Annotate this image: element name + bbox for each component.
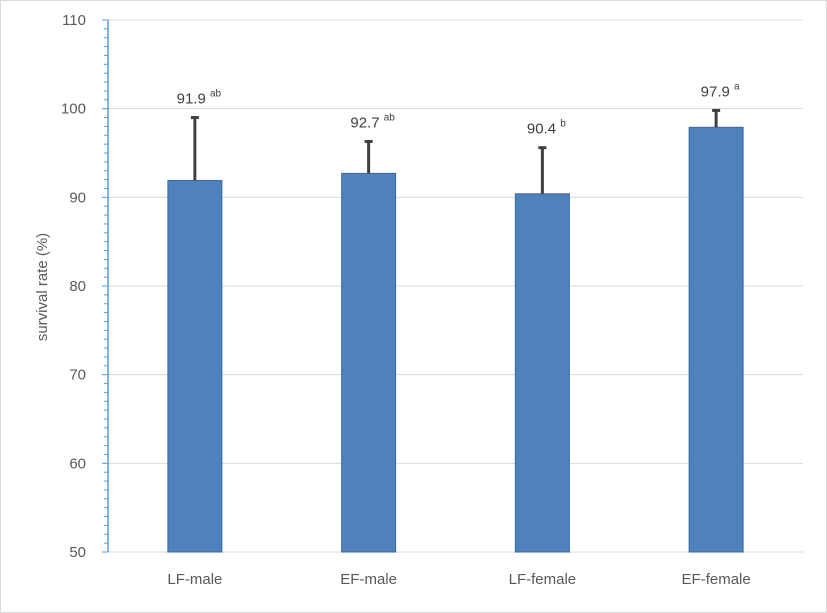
data-label: 91.9 ab bbox=[177, 89, 222, 108]
category-label: LF-female bbox=[509, 571, 577, 588]
bar-ef-female bbox=[688, 126, 744, 553]
y-axis bbox=[102, 19, 803, 553]
y-tick-label: 60 bbox=[69, 455, 86, 472]
y-tick-label: 50 bbox=[69, 544, 86, 561]
category-label: LF-male bbox=[167, 571, 222, 588]
significance-letter: ab bbox=[384, 112, 396, 123]
category-label: EF-male bbox=[340, 571, 397, 588]
data-labels: 91.9 ab 92.7 ab 90.4 b 97.9 a bbox=[177, 81, 740, 137]
bars bbox=[167, 126, 744, 553]
significance-letter: ab bbox=[210, 89, 222, 100]
significance-letter: a bbox=[734, 81, 740, 92]
data-label: 92.7 ab bbox=[350, 112, 395, 131]
category-label: EF-female bbox=[682, 571, 751, 588]
gridlines bbox=[108, 19, 803, 464]
y-tick-label: 110 bbox=[62, 12, 86, 29]
error-bars bbox=[190, 108, 721, 194]
bar-ef-male bbox=[341, 172, 397, 553]
data-label: 90.4 b bbox=[527, 119, 566, 138]
y-axis-label: survival rate (%) bbox=[34, 233, 51, 341]
bar-lf-male bbox=[167, 179, 223, 553]
y-tick-label: 70 bbox=[69, 367, 86, 384]
y-tick-label: 100 bbox=[61, 101, 86, 118]
y-tick-label: 90 bbox=[69, 189, 86, 206]
bar-lf-female bbox=[514, 193, 570, 553]
y-tick-label: 80 bbox=[69, 278, 86, 295]
category-labels: LF-male EF-male LF-female EF-female bbox=[167, 571, 750, 588]
data-label: 97.9 a bbox=[701, 81, 740, 100]
y-tick-labels: 50 60 70 80 90 100 110 bbox=[61, 12, 86, 561]
significance-letter: b bbox=[560, 119, 566, 130]
